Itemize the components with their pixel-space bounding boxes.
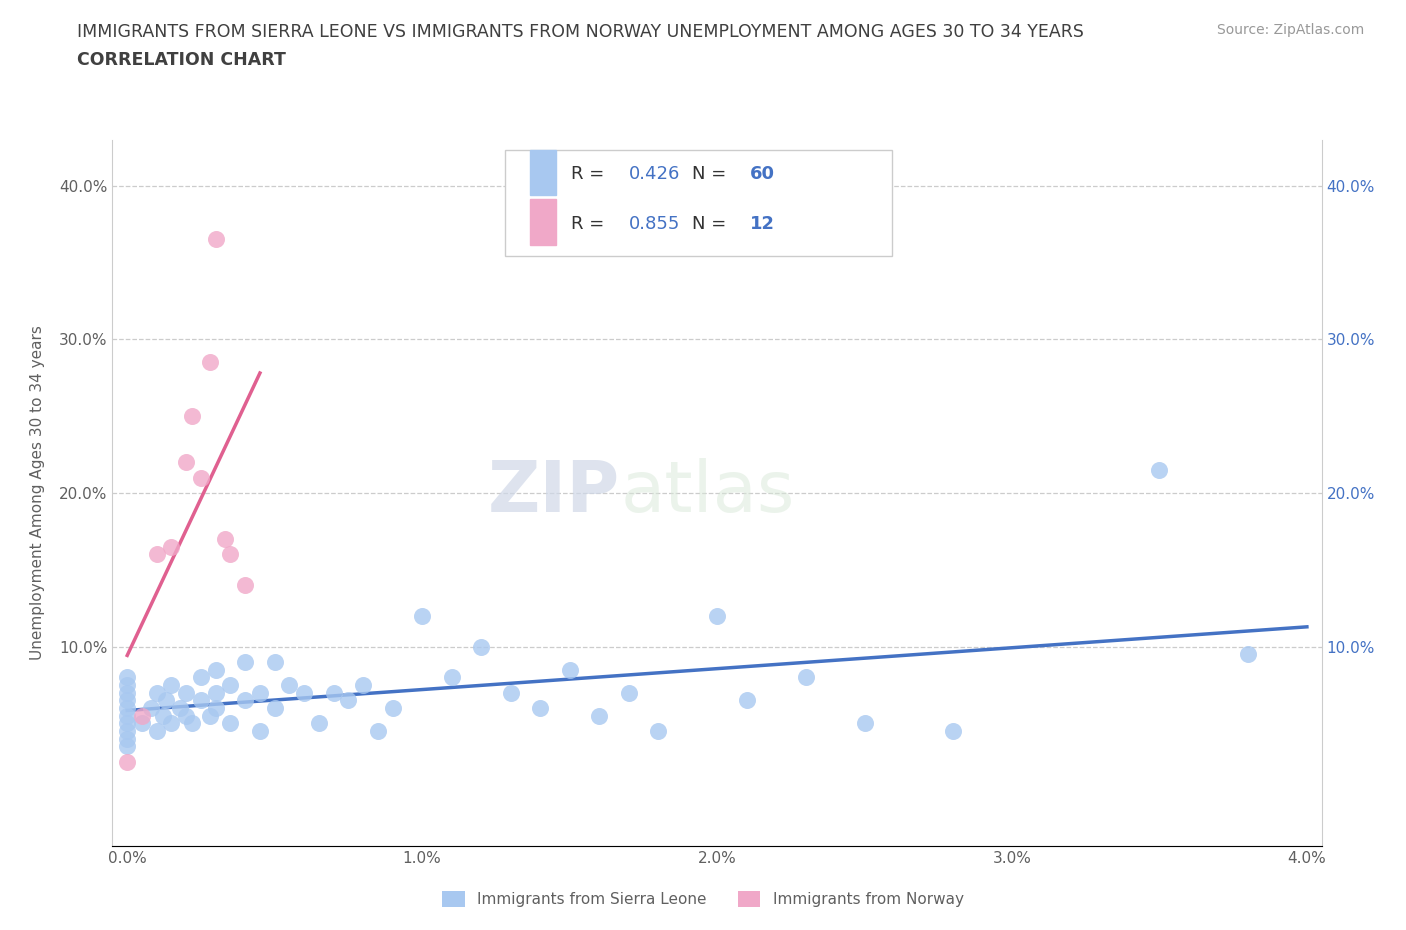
Text: CORRELATION CHART: CORRELATION CHART (77, 51, 287, 69)
Point (942, 724, 965, 738)
Point (794, 670, 817, 684)
Text: N =: N = (692, 166, 731, 183)
Point (115, 670, 138, 684)
Point (190, 693, 212, 708)
Point (145, 685, 167, 700)
Point (588, 709, 610, 724)
Point (115, 731, 138, 746)
Point (853, 716, 876, 731)
Text: IMMIGRANTS FROM SIERRA LEONE VS IMMIGRANTS FROM NORWAY UNEMPLOYMENT AMONG AGES 3: IMMIGRANTS FROM SIERRA LEONE VS IMMIGRAN… (77, 23, 1084, 41)
Point (558, 662, 581, 677)
Point (352, 678, 374, 693)
Point (249, 685, 271, 700)
Point (214, 532, 236, 547)
Text: ZIP: ZIP (488, 458, 620, 527)
Point (152, 709, 174, 724)
Point (278, 678, 301, 693)
Point (115, 739, 138, 754)
Point (204, 700, 226, 715)
Point (174, 685, 197, 700)
Point (160, 716, 183, 731)
Point (115, 724, 138, 738)
Point (381, 700, 404, 715)
Point (155, 693, 177, 708)
Point (181, 408, 204, 423)
Point (1149, 462, 1171, 477)
Point (219, 716, 242, 731)
Point (204, 662, 226, 677)
Point (263, 655, 285, 670)
Point (160, 539, 183, 554)
Point (181, 716, 204, 731)
Point (1237, 646, 1260, 661)
Point (411, 608, 433, 623)
Legend: Immigrants from Sierra Leone, Immigrants from Norway: Immigrants from Sierra Leone, Immigrants… (436, 884, 970, 913)
Point (115, 709, 138, 724)
Text: N =: N = (692, 215, 731, 232)
Point (735, 693, 758, 708)
Point (233, 578, 256, 592)
Text: Source: ZipAtlas.com: Source: ZipAtlas.com (1216, 23, 1364, 37)
FancyBboxPatch shape (530, 199, 557, 245)
Text: atlas: atlas (620, 458, 794, 527)
Text: 0.855: 0.855 (628, 215, 681, 232)
Point (322, 685, 344, 700)
Point (499, 685, 522, 700)
Point (249, 724, 271, 738)
Point (470, 639, 492, 654)
Point (617, 685, 640, 700)
Point (160, 678, 183, 693)
Point (292, 685, 315, 700)
Point (145, 724, 167, 738)
Point (115, 693, 138, 708)
Point (198, 709, 221, 724)
Point (337, 693, 360, 708)
Point (308, 716, 330, 731)
Point (131, 716, 153, 731)
Text: 12: 12 (749, 215, 775, 232)
Point (174, 455, 197, 470)
Point (115, 685, 138, 700)
Point (440, 670, 463, 684)
Point (219, 547, 242, 562)
Point (169, 700, 191, 715)
Point (529, 700, 551, 715)
Point (647, 724, 669, 738)
Point (190, 470, 212, 485)
FancyBboxPatch shape (506, 150, 893, 256)
Point (190, 670, 212, 684)
Point (115, 678, 138, 693)
Point (115, 700, 138, 715)
Point (204, 232, 226, 246)
Point (219, 678, 242, 693)
FancyBboxPatch shape (530, 150, 557, 195)
Point (115, 754, 138, 769)
Point (263, 700, 285, 715)
Point (115, 716, 138, 731)
Text: 0.426: 0.426 (628, 166, 681, 183)
Point (706, 608, 728, 623)
Point (145, 547, 167, 562)
Point (233, 655, 256, 670)
Point (174, 709, 197, 724)
Point (139, 700, 162, 715)
Text: R =: R = (571, 215, 610, 232)
Y-axis label: Unemployment Among Ages 30 to 34 years: Unemployment Among Ages 30 to 34 years (31, 326, 45, 660)
Text: R =: R = (571, 166, 610, 183)
Point (233, 693, 256, 708)
Text: 60: 60 (749, 166, 775, 183)
Point (367, 724, 389, 738)
Point (204, 685, 226, 700)
Point (131, 709, 153, 724)
Point (198, 355, 221, 370)
